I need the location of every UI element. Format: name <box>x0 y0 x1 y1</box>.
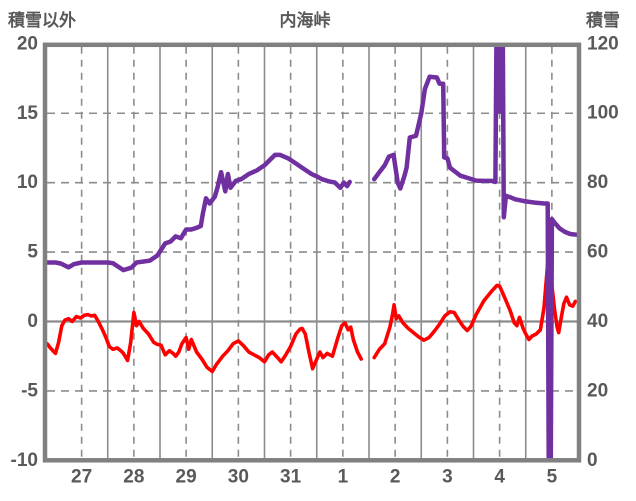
right-axis-title: 積雪 <box>586 11 620 30</box>
x-axis-tick: 29 <box>176 467 197 488</box>
chart-title: 内海峠 <box>279 11 331 30</box>
plot-border <box>42 42 582 463</box>
y-axis-left-tick: -10 <box>11 450 38 471</box>
x-axis-tick: 1 <box>338 467 349 488</box>
y-axis-right-tick: 80 <box>587 172 608 193</box>
y-axis-right-tick: 60 <box>587 242 608 263</box>
y-axis-left-tick: 20 <box>17 33 38 54</box>
x-axis-tick: 31 <box>280 467 302 488</box>
y-axis-right-tick: 0 <box>587 450 598 471</box>
snow-depth-line <box>47 152 352 273</box>
y-axis-right-tick: 100 <box>587 103 619 124</box>
y-axis-right-tick: 120 <box>587 33 619 54</box>
x-axis-tick: 2 <box>390 467 401 488</box>
y-axis-right-tick: 20 <box>587 380 608 401</box>
snow-depth-line <box>371 45 577 461</box>
x-axis-tick: 3 <box>442 467 453 488</box>
x-axis-tick: 27 <box>71 467 92 488</box>
y-axis-left-tick: 10 <box>17 172 38 193</box>
y-axis-left-tick: -5 <box>21 380 38 401</box>
left-axis-title: 積雪以外 <box>8 11 76 30</box>
temperature-line <box>372 251 577 360</box>
x-axis-tick: 28 <box>123 467 144 488</box>
x-axis-tick: 5 <box>547 467 558 488</box>
y-axis-left-tick: 5 <box>27 242 38 263</box>
temperature-line <box>47 310 364 374</box>
x-axis-tick: 30 <box>228 467 249 488</box>
x-axis-tick: 4 <box>494 467 505 488</box>
y-axis-left-tick: 0 <box>27 311 38 332</box>
y-axis-left-tick: 15 <box>17 103 39 124</box>
y-axis-right-tick: 40 <box>587 311 608 332</box>
